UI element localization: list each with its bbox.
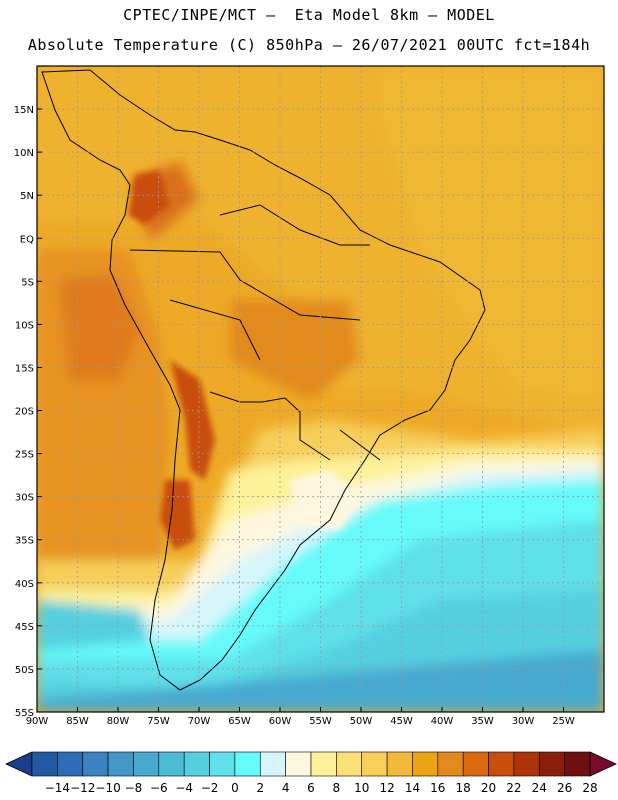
colorbar-label: 6 [307,781,315,795]
colorbar-label: 20 [481,781,496,795]
colorbar-bin [82,751,109,777]
lon-tick-label: 45W [390,716,413,727]
lon-tick-label: 85W [66,716,89,727]
lat-tick-label: 45S [15,622,34,633]
colorbar-label: −8 [125,781,143,795]
colorbar-label: 0 [231,781,239,795]
lon-tick-label: 35W [471,716,494,727]
colorbar-label: −12 [70,781,95,795]
colorbar: −14 −12 −10 −8 −6 −4 −2 0 2 4 6 8 10 12 14 16 18 20 22 24 26… [5,751,617,795]
colorbar-label: 16 [430,781,445,795]
latitude-axis: 15N 10N 5N EQ 5S 10S 15S 20S 25S 30S 35S 40S 45S 50S 5… [14,105,42,719]
colorbar-label: 28 [582,781,597,795]
colorbar-bin [412,751,439,777]
colorbar-bin [564,751,591,777]
lat-tick-label: 10N [14,148,34,159]
lat-tick-label: 15N [14,105,34,116]
colorbar-bin [462,751,489,777]
colorbar-label: −10 [95,781,120,795]
lat-tick-label: 40S [15,579,34,590]
colorbar-label: 26 [557,781,572,795]
colorbar-arrow-right [589,751,617,777]
lon-tick-label: 25W [552,716,575,727]
colorbar-bin [183,751,210,777]
colorbar-label: −14 [45,781,70,795]
colorbar-label: 4 [282,781,290,795]
title-line-1: CPTEC/INPE/MCT – Eta Model 8km – MODEL [123,6,495,24]
colorbar-label: 2 [256,781,264,795]
lat-tick-label: EQ [20,234,34,245]
lat-tick-label: 35S [15,536,34,547]
colorbar-bin [488,751,515,777]
lat-tick-label: 55S [15,708,34,719]
colorbar-label: −2 [201,781,219,795]
colorbar-bin [31,751,58,777]
colorbar-label: −4 [175,781,193,795]
colorbar-bin [133,751,160,777]
lon-tick-label: 30W [512,716,535,727]
lon-tick-label: 55W [309,716,332,727]
colorbar-label: 18 [456,781,471,795]
coastline [41,69,486,691]
title-line-2: Absolute Temperature (C) 850hPa – 26/07/… [27,36,591,54]
lon-tick-label: 75W [147,716,170,727]
colorbar-bin [209,751,236,777]
lon-tick-label: 90W [26,716,49,727]
lon-tick-label: 80W [107,716,130,727]
colorbar-label: 22 [506,781,521,795]
colorbar-bin [259,751,286,777]
lat-tick-label: 5N [20,191,34,202]
colorbar-bin [310,751,337,777]
colorbar-arrow-left [5,751,33,777]
colorbar-bin [386,751,413,777]
colorbar-label: 10 [354,781,369,795]
lat-tick-label: 30S [15,493,34,504]
lon-tick-label: 40W [431,716,454,727]
lon-tick-label: 65W [228,716,251,727]
colorbar-label: 24 [532,781,547,795]
colorbar-bin [57,751,84,777]
colorbar-bin [158,751,185,777]
colorbar-bin [285,751,312,777]
colorbar-bin [437,751,464,777]
colorbar-label: −6 [150,781,168,795]
colorbar-bin [336,751,363,777]
lon-tick-label: 60W [269,716,292,727]
colorbar-bin [107,751,134,777]
colorbar-bin [361,751,388,777]
colorbar-bin [234,751,261,777]
lon-tick-label: 50W [350,716,373,727]
lat-tick-label: 5S [21,277,34,288]
lat-tick-label: 15S [15,363,34,374]
colorbar-bin [538,751,565,777]
lat-tick-label: 25S [15,450,34,461]
lat-tick-label: 20S [15,407,34,418]
temperature-field [37,66,604,712]
lat-tick-label: 50S [15,665,34,676]
longitude-axis: 90W 85W 80W 75W 70W 65W 60W 55W 50W 45W 40W 35W 30W 2… [26,707,575,727]
colorbar-label: 14 [405,781,420,795]
lon-tick-label: 70W [188,716,211,727]
colorbar-label: 8 [333,781,341,795]
lat-tick-label: 10S [15,320,34,331]
colorbar-label: 12 [379,781,394,795]
colorbar-bin [513,751,540,777]
